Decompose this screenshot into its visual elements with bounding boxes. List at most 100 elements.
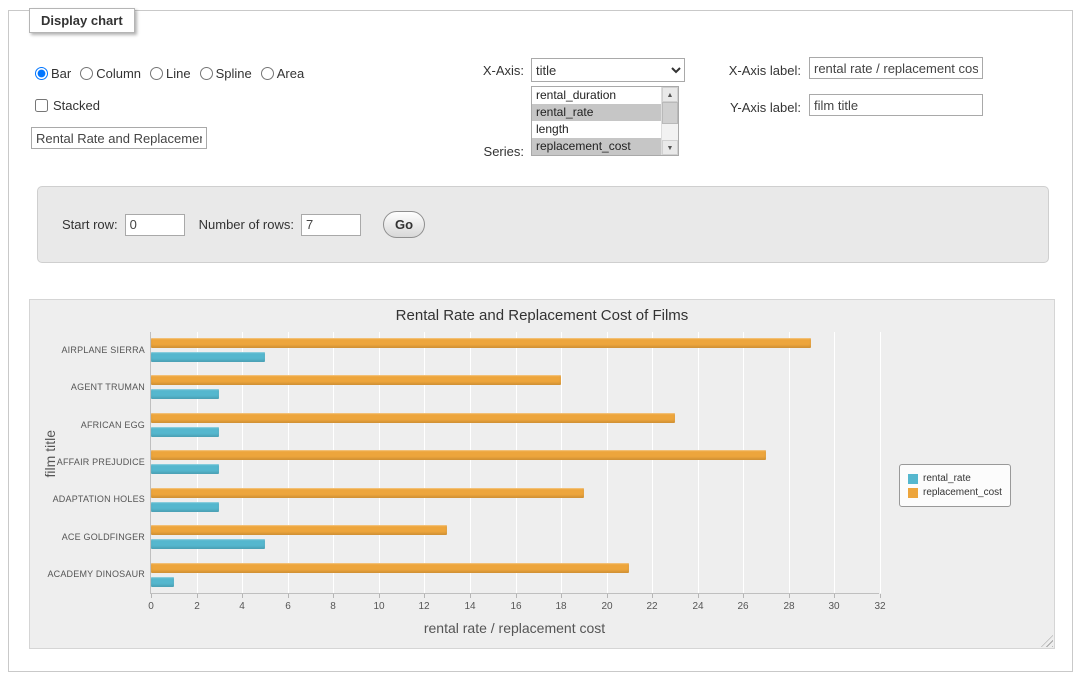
panel-legend: Display chart [29, 8, 135, 33]
tick-mark [834, 594, 835, 598]
gridline [698, 332, 699, 593]
series-listbox[interactable]: rental_durationrental_ratelengthreplacem… [531, 86, 679, 156]
stacked-checkbox[interactable] [35, 99, 48, 112]
tick-mark [652, 594, 653, 598]
yaxis-label-input[interactable] [809, 94, 983, 116]
tick-mark [743, 594, 744, 598]
xaxis-label-input[interactable] [809, 57, 983, 79]
x-tick-label: 14 [455, 601, 485, 612]
x-axis-title: rental rate / replacement cost [150, 620, 879, 636]
gridline [379, 332, 380, 593]
go-button[interactable]: Go [383, 211, 425, 238]
gridline [652, 332, 653, 593]
tick-mark [242, 594, 243, 598]
bar-rental_rate [151, 577, 174, 587]
radio-label: Line [166, 66, 191, 81]
chart-legend: rental_rate replacement_cost [899, 464, 1011, 507]
yaxis-label-label: Y-Axis label: [707, 100, 801, 115]
xaxis-select-label: X-Axis: [429, 63, 524, 78]
series-scrollbar[interactable]: ▲ ▼ [661, 87, 678, 155]
x-tick-label: 16 [501, 601, 531, 612]
display-chart-panel: Display chart Bar Column Line Spline Area St… [8, 10, 1073, 672]
scrollbar-track[interactable] [662, 102, 678, 140]
bar-rental_rate [151, 427, 219, 437]
gridline [424, 332, 425, 593]
series-option-rental_duration[interactable]: rental_duration [532, 87, 661, 104]
x-tick-label: 20 [592, 601, 622, 612]
stacked-checkbox-row: Stacked [35, 98, 100, 113]
bar-replacement_cost [151, 413, 675, 423]
chart-type-option-column: Column [80, 66, 141, 81]
tick-mark [470, 594, 471, 598]
series-options: rental_durationrental_ratelengthreplacem… [532, 87, 661, 155]
xaxis-select[interactable]: title [531, 58, 685, 82]
x-tick-label: 0 [136, 601, 166, 612]
bar-replacement_cost [151, 450, 766, 460]
resize-grip-icon[interactable] [1041, 635, 1053, 647]
radio-line[interactable] [150, 67, 163, 80]
x-tick-label: 24 [683, 601, 713, 612]
legend-item-replacement_cost[interactable]: replacement_cost [908, 487, 1002, 498]
gridline [607, 332, 608, 593]
legend-item-rental_rate[interactable]: rental_rate [908, 473, 1002, 484]
gridline [834, 332, 835, 593]
bar-replacement_cost [151, 375, 561, 385]
scroll-down-icon[interactable]: ▼ [662, 140, 678, 155]
radio-column[interactable] [80, 67, 93, 80]
stacked-label: Stacked [53, 98, 100, 113]
x-tick-label: 32 [865, 601, 895, 612]
gridline [743, 332, 744, 593]
number-of-rows-input[interactable] [301, 214, 361, 236]
radio-bar[interactable] [35, 67, 48, 80]
radio-label: Bar [51, 66, 71, 81]
gridline [197, 332, 198, 593]
tick-mark [151, 594, 152, 598]
tick-mark [789, 594, 790, 598]
bar-replacement_cost [151, 525, 447, 535]
xaxis-label-label: X-Axis label: [707, 63, 801, 78]
x-tick-label: 28 [774, 601, 804, 612]
bar-replacement_cost [151, 563, 629, 573]
tick-mark [197, 594, 198, 598]
chart-type-option-area: Area [261, 66, 304, 81]
rows-panel: Start row: Number of rows: Go [37, 186, 1049, 263]
bar-replacement_cost [151, 338, 811, 348]
gridline [789, 332, 790, 593]
bar-rental_rate [151, 539, 265, 549]
gridline [516, 332, 517, 593]
series-option-replacement_cost[interactable]: replacement_cost [532, 138, 661, 155]
gridline [880, 332, 881, 593]
category-label: ACE GOLDFINGER [39, 532, 145, 542]
chart-type-option-line: Line [150, 66, 191, 81]
tick-mark [379, 594, 380, 598]
chart-type-radio-group: Bar Column Line Spline Area [35, 66, 313, 81]
tick-mark [607, 594, 608, 598]
radio-spline[interactable] [200, 67, 213, 80]
tick-mark [424, 594, 425, 598]
tick-mark [880, 594, 881, 598]
category-label: ACADEMY DINOSAUR [39, 569, 145, 579]
x-tick-label: 4 [227, 601, 257, 612]
x-tick-label: 8 [318, 601, 348, 612]
series-listbox-label: Series: [429, 144, 524, 159]
radio-area[interactable] [261, 67, 274, 80]
scrollbar-thumb[interactable] [662, 102, 678, 124]
tick-mark [516, 594, 517, 598]
x-tick-label: 26 [728, 601, 758, 612]
start-row-input[interactable] [125, 214, 185, 236]
radio-label: Spline [216, 66, 252, 81]
bar-replacement_cost [151, 488, 584, 498]
chart: Rental Rate and Replacement Cost of Film… [29, 299, 1055, 649]
series-option-rental_rate[interactable]: rental_rate [532, 104, 661, 121]
series-option-length[interactable]: length [532, 121, 661, 138]
plot-area: 02468101214161820222426283032AIRPLANE SI… [150, 332, 879, 594]
x-tick-label: 22 [637, 601, 667, 612]
tick-mark [333, 594, 334, 598]
radio-label: Column [96, 66, 141, 81]
x-tick-label: 2 [182, 601, 212, 612]
y-axis-title: film title [42, 430, 58, 477]
scroll-up-icon[interactable]: ▲ [662, 87, 678, 102]
chart-title-input[interactable] [31, 127, 207, 149]
chart-type-option-bar: Bar [35, 66, 71, 81]
x-tick-label: 30 [819, 601, 849, 612]
